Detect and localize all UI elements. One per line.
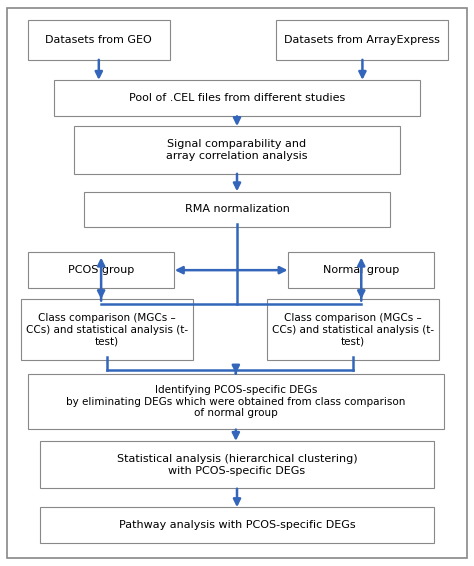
FancyBboxPatch shape [84, 191, 390, 226]
FancyBboxPatch shape [267, 299, 439, 360]
FancyBboxPatch shape [28, 252, 174, 288]
FancyBboxPatch shape [276, 20, 448, 59]
FancyBboxPatch shape [28, 20, 170, 59]
FancyBboxPatch shape [39, 441, 434, 488]
FancyBboxPatch shape [288, 252, 434, 288]
FancyBboxPatch shape [74, 126, 400, 174]
Text: RMA normalization: RMA normalization [184, 204, 290, 214]
Text: Pathway analysis with PCOS-specific DEGs: Pathway analysis with PCOS-specific DEGs [118, 520, 356, 530]
Text: Class comparison (MGCs –
CCs) and statistical analysis (t-
test): Class comparison (MGCs – CCs) and statis… [272, 313, 434, 346]
FancyBboxPatch shape [21, 299, 193, 360]
Text: Identifying PCOS-specific DEGs
by eliminating DEGs which were obtained from clas: Identifying PCOS-specific DEGs by elimin… [66, 385, 406, 418]
FancyBboxPatch shape [39, 508, 434, 543]
Text: Class comparison (MGCs –
CCs) and statistical analysis (t-
test): Class comparison (MGCs – CCs) and statis… [26, 313, 188, 346]
FancyBboxPatch shape [7, 8, 467, 558]
Text: PCOS group: PCOS group [68, 265, 134, 275]
Text: Pool of .CEL files from different studies: Pool of .CEL files from different studie… [129, 93, 345, 103]
Text: Normal group: Normal group [323, 265, 400, 275]
FancyBboxPatch shape [28, 374, 444, 430]
Text: Datasets from ArrayExpress: Datasets from ArrayExpress [284, 35, 440, 45]
Text: Signal comparability and
array correlation analysis: Signal comparability and array correlati… [166, 139, 308, 161]
FancyBboxPatch shape [54, 80, 420, 116]
Text: Datasets from GEO: Datasets from GEO [46, 35, 152, 45]
Text: Statistical analysis (hierarchical clustering)
with PCOS-specific DEGs: Statistical analysis (hierarchical clust… [117, 454, 357, 475]
